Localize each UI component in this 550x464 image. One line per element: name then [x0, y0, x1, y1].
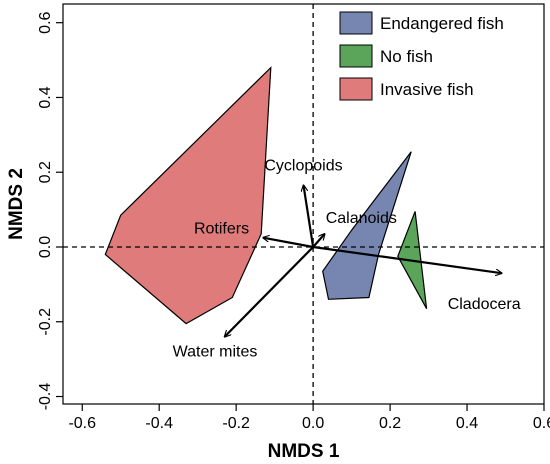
x-tick-label: -0.2 — [222, 415, 250, 432]
vector-label-cyclopoids: Cyclopoids — [264, 157, 342, 174]
y-tick-label: -0.4 — [37, 383, 54, 411]
y-axis: -0.4 -0.2 0.0 0.2 0.4 0.6 — [37, 11, 63, 410]
y-axis-title: NMDS 2 — [6, 168, 27, 240]
x-tick-label: 0.4 — [456, 415, 478, 432]
legend-swatch-invasive-fish — [339, 77, 373, 101]
x-axis: -0.6 -0.4 -0.2 0.0 0.2 0.4 0.6 — [68, 404, 550, 432]
y-tick-label: 0.6 — [37, 11, 54, 33]
hull-endangered-fish — [322, 151, 412, 300]
vector-cladocera — [312, 245, 502, 273]
vector-label-calanoids: Calanoids — [326, 210, 397, 227]
vector-water-mites — [225, 246, 314, 337]
plot-frame — [62, 3, 545, 405]
legend: Endangered fish No fish Invasive fish — [339, 11, 504, 101]
vector-label-rotifers: Rotifers — [194, 221, 249, 238]
y-tick-label: 0.0 — [37, 236, 54, 258]
hull-invasive-fish — [104, 66, 272, 325]
vector-label-cladocera: Cladocera — [448, 296, 521, 313]
x-tick-label: -0.4 — [145, 415, 173, 432]
reference-lines — [63, 4, 544, 404]
group-hulls — [104, 66, 428, 325]
vector-rotifers — [263, 238, 314, 249]
x-tick-label: 0.2 — [379, 415, 401, 432]
legend-swatch-no-fish — [339, 44, 373, 68]
legend-label-no-fish: No fish — [380, 47, 433, 66]
y-tick-label: -0.2 — [37, 308, 54, 336]
vector-label-water-mites: Water mites — [173, 344, 258, 361]
x-tick-label: 0.0 — [302, 415, 324, 432]
y-tick-label: 0.2 — [37, 161, 54, 183]
vector-cyclopoids — [304, 185, 315, 248]
x-tick-label: 0.6 — [533, 415, 550, 432]
legend-label-endangered-fish: Endangered fish — [380, 14, 504, 33]
vector-calanoids — [312, 234, 325, 248]
legend-swatch-endangered-fish — [339, 11, 373, 35]
species-vectors: Cyclopoids Calanoids Rotifers Cladocera Wate… — [173, 157, 521, 360]
y-tick-label: 0.4 — [37, 86, 54, 108]
x-axis-title: NMDS 1 — [268, 441, 340, 462]
x-tick-label: -0.6 — [68, 415, 96, 432]
legend-label-invasive-fish: Invasive fish — [380, 80, 474, 99]
